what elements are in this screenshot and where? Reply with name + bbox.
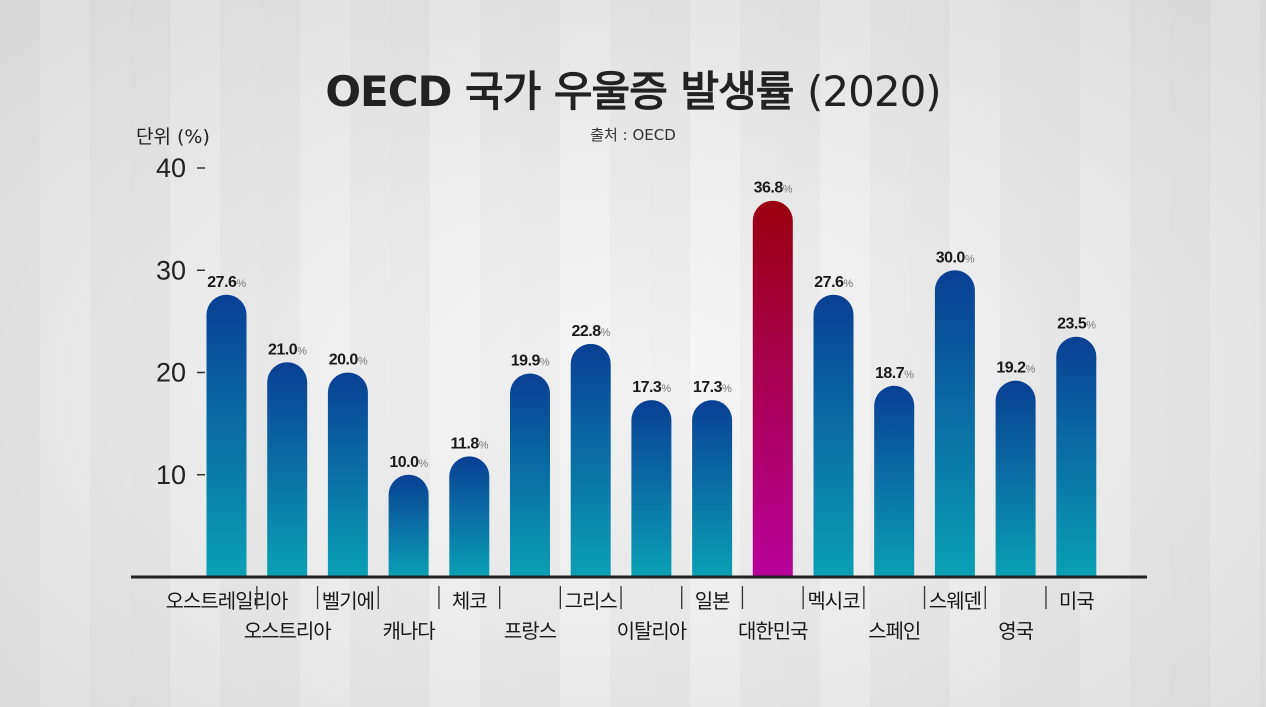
data-label-unit: % xyxy=(965,253,975,265)
x-category-label: 체코 xyxy=(452,589,487,613)
data-label: 17.3% xyxy=(693,379,732,396)
x-category-label: 스웨덴 xyxy=(929,589,981,613)
data-label: 22.8% xyxy=(571,323,610,340)
data-label-unit: % xyxy=(843,278,853,290)
bar-14 xyxy=(995,380,1036,577)
data-label: 20.0% xyxy=(329,352,368,369)
data-label-unit: % xyxy=(904,369,914,381)
x-category-label: 그리스 xyxy=(565,589,618,613)
bar-11 xyxy=(813,294,854,577)
data-label: 36.8% xyxy=(754,180,793,197)
title-year: (2020) xyxy=(807,67,942,116)
data-label: 18.7% xyxy=(875,365,914,382)
x-category-label: 미국 xyxy=(1059,589,1094,613)
x-category-label: 이탈리아 xyxy=(617,619,687,643)
chart-title: OECD 국가 우울증 발생률 (2020) xyxy=(0,58,1266,119)
data-label-unit: % xyxy=(479,439,489,451)
data-label-unit: % xyxy=(358,356,368,368)
x-category-label: 대한민국 xyxy=(738,619,808,643)
data-label: 27.6% xyxy=(814,274,853,291)
data-label: 11.8% xyxy=(451,435,489,452)
x-category-label: 멕시코 xyxy=(807,589,860,613)
data-label: 19.9% xyxy=(511,353,550,370)
bar-12 xyxy=(874,385,915,577)
data-label-unit: % xyxy=(1026,364,1036,376)
x-category-label: 오스트레일리아 xyxy=(166,589,288,613)
bar-1 xyxy=(206,294,247,577)
bar-13 xyxy=(934,270,975,577)
y-tick-label: 20 xyxy=(156,358,186,388)
x-category-label: 캐나다 xyxy=(382,619,435,643)
data-label: 21.0% xyxy=(268,341,307,358)
data-label: 27.6% xyxy=(207,274,246,291)
data-label-unit: % xyxy=(661,383,671,395)
bar-8 xyxy=(631,400,672,577)
y-tick-label: 40 xyxy=(156,153,186,183)
data-label: 17.3% xyxy=(632,379,671,396)
bar-5 xyxy=(449,456,490,577)
title-main: OECD 국가 우울증 발생률 xyxy=(325,67,794,116)
bar-3 xyxy=(327,372,368,577)
x-category-label: 벨기에 xyxy=(322,589,374,613)
data-label-unit: % xyxy=(297,345,307,357)
bar-9 xyxy=(692,400,733,577)
y-tick-label: 30 xyxy=(156,255,186,285)
x-category-label: 일본 xyxy=(695,589,730,613)
data-label: 10.0% xyxy=(389,454,428,471)
source-note: 출처 : OECD xyxy=(590,126,676,144)
data-label-unit: % xyxy=(722,383,732,395)
x-category-label: 프랑스 xyxy=(504,619,557,643)
bar-4 xyxy=(388,474,429,577)
x-category-label: 영국 xyxy=(998,619,1033,643)
data-label: 30.0% xyxy=(936,249,975,266)
x-category-label: 오스트리아 xyxy=(244,619,332,643)
x-category-label: 스페인 xyxy=(868,619,920,643)
data-label: 19.2% xyxy=(996,360,1035,377)
data-label: 23.5% xyxy=(1057,316,1096,333)
bar-7 xyxy=(570,343,611,577)
data-label-unit: % xyxy=(419,458,429,470)
data-label-unit: % xyxy=(540,357,550,369)
bar-6 xyxy=(510,373,550,577)
data-label-unit: % xyxy=(601,327,611,339)
data-label-unit: % xyxy=(1086,320,1096,332)
bar-10 xyxy=(752,200,793,577)
y-axis-unit-label: 단위 (%) xyxy=(136,126,210,148)
data-label-unit: % xyxy=(783,184,793,196)
data-label-unit: % xyxy=(236,278,246,290)
y-tick-label: 10 xyxy=(156,460,186,490)
bar-15 xyxy=(1056,336,1097,577)
bar-2 xyxy=(267,362,308,577)
